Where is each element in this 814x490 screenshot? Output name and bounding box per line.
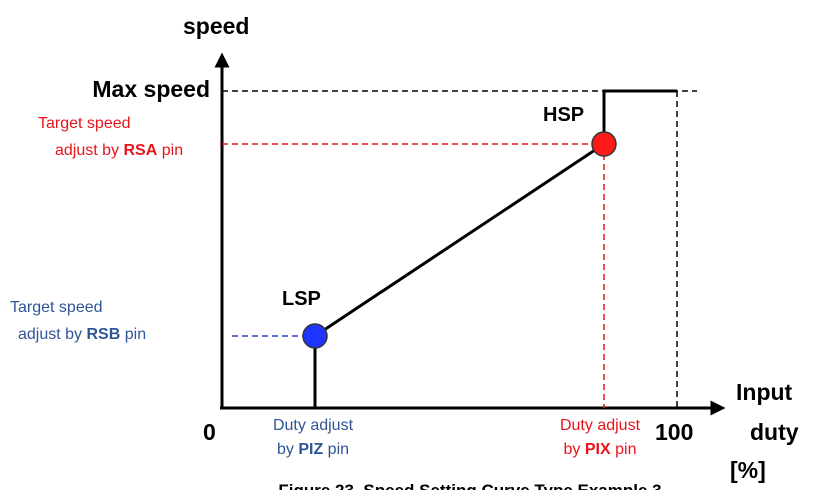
text: pin xyxy=(162,142,183,159)
pin-name: RSB xyxy=(87,326,121,343)
rsa-note-line2: adjust by RSA pin xyxy=(55,142,183,159)
piz-note-line1: Duty adjust xyxy=(273,417,354,434)
rsb-note-line2: adjust by RSB pin xyxy=(18,326,146,343)
pin-name: PIZ xyxy=(298,441,323,458)
x-origin-label: 0 xyxy=(203,419,216,445)
x-end-label: 100 xyxy=(655,419,693,445)
rsb-note-line1: Target speed xyxy=(10,299,103,316)
piz-note-line2: by PIZ pin xyxy=(277,441,349,458)
pix-note-line1: Duty adjust xyxy=(560,417,641,434)
y-axis-label: speed xyxy=(183,13,249,39)
lsp-point xyxy=(302,323,328,349)
pix-note-line2: by PIX pin xyxy=(564,441,637,458)
text: by xyxy=(564,441,581,458)
pin-name: PIX xyxy=(585,441,611,458)
x-axis-label: [%] xyxy=(730,457,766,483)
text: pin xyxy=(125,326,146,343)
rsa-note-line1: Target speed xyxy=(38,115,131,132)
x-axis-label: Input xyxy=(736,379,793,405)
x-axis-label: duty xyxy=(750,419,799,445)
lsp-label: LSP xyxy=(282,288,321,310)
hsp-label: HSP xyxy=(543,104,584,126)
caption: Figure 23. Speed Setting Curve Type Exam… xyxy=(278,481,661,490)
pin-name: RSA xyxy=(124,142,158,159)
text: adjust by xyxy=(55,142,119,159)
text: adjust by xyxy=(18,326,82,343)
text: pin xyxy=(328,441,349,458)
max-speed-label: Max speed xyxy=(92,76,210,102)
text: pin xyxy=(615,441,636,458)
text: by xyxy=(277,441,294,458)
hsp-point xyxy=(591,131,617,157)
